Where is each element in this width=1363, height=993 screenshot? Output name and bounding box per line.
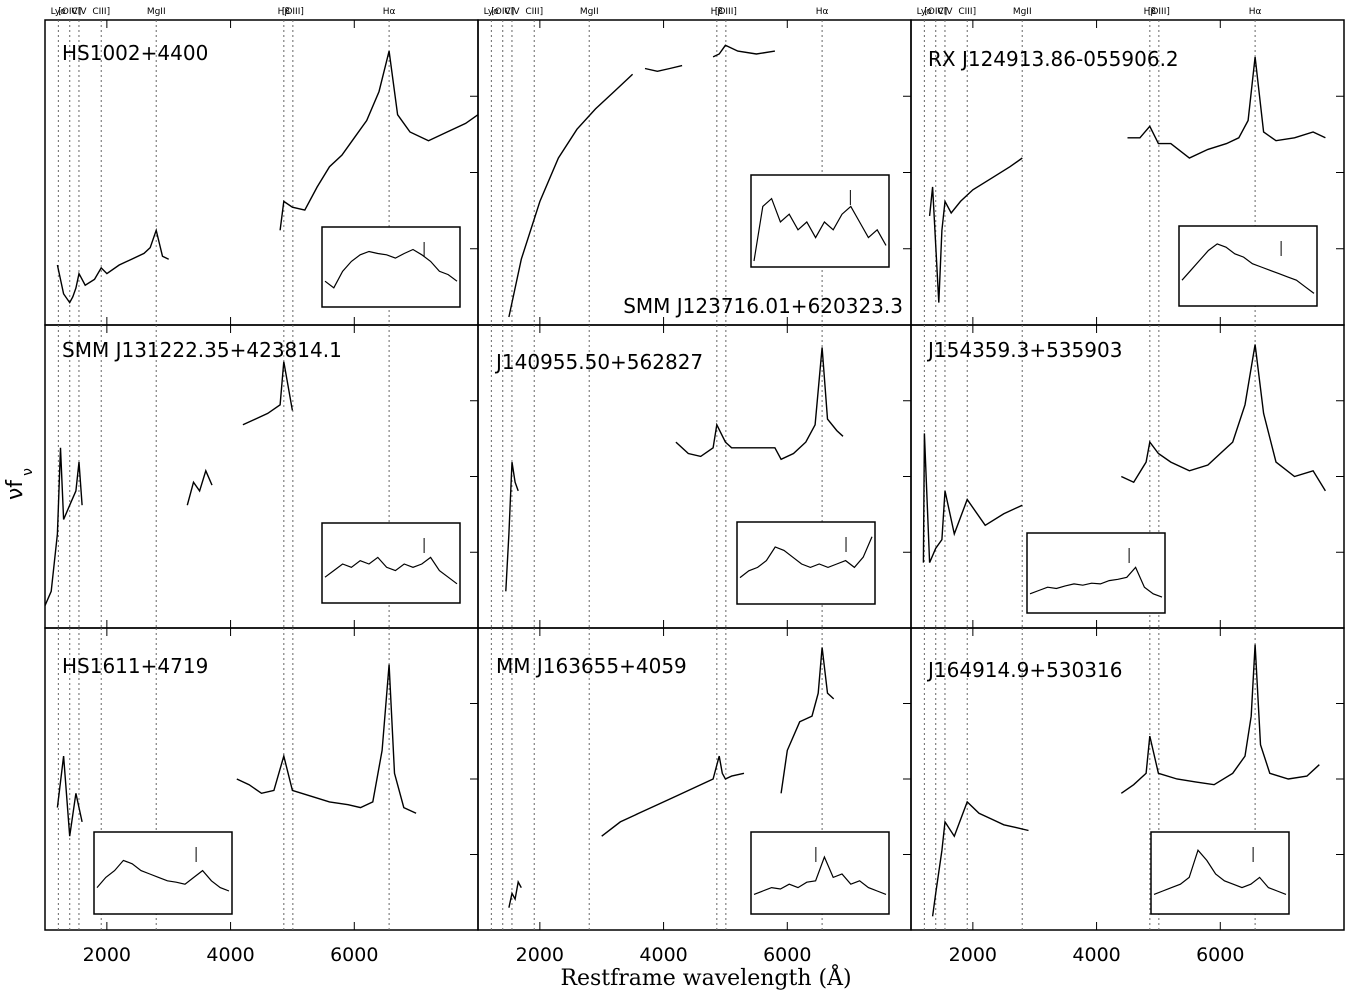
- panel-title: HS1002+4400: [62, 41, 208, 65]
- inset-spectrum: [324, 248, 458, 289]
- spectrum-line: [931, 800, 1029, 917]
- panel-title: RX J124913.86-055906.2: [928, 47, 1179, 71]
- spectrum-line: [44, 447, 83, 606]
- line-label: Hβ: [711, 7, 724, 17]
- line-label: Hβ: [1144, 7, 1157, 17]
- spectrum-line: [922, 433, 1023, 563]
- line-label: CIV: [71, 7, 87, 17]
- panel: MM J163655+4059: [477, 627, 912, 931]
- line-label: CIII]: [958, 7, 976, 17]
- line-label: CIV: [504, 7, 520, 17]
- line-label: Hα: [383, 7, 396, 17]
- panel-title: HS1611+4719: [62, 654, 208, 678]
- spectrum-line: [1121, 344, 1326, 492]
- x-tick-label: 4000: [1072, 944, 1120, 966]
- inset-frame: [1026, 532, 1166, 614]
- line-label: [OIV]: [58, 7, 81, 17]
- line-label: [OIII]: [715, 7, 737, 17]
- line-label: CIII]: [525, 7, 543, 17]
- x-tick-label: 2000: [83, 944, 131, 966]
- inset-spectrum: [753, 855, 887, 895]
- panel-frame: [477, 19, 912, 326]
- spectrum-line: [1127, 56, 1326, 159]
- panel: J154359.3+535903: [910, 324, 1345, 629]
- panel: J164914.9+530316: [910, 627, 1345, 931]
- inset-spectrum: [1153, 849, 1287, 895]
- spectrum-line: [508, 879, 522, 908]
- inset-frame: [1178, 225, 1318, 307]
- inset-frame: [321, 226, 461, 308]
- spectrum-line: [279, 50, 479, 231]
- inset-spectrum: [324, 556, 458, 585]
- line-label: [OIII]: [1148, 7, 1170, 17]
- panel-title: J164914.9+530316: [926, 658, 1122, 682]
- line-label: CIII]: [92, 7, 110, 17]
- spectrum-line: [505, 461, 519, 592]
- panel-grid: HS1002+4400 SMM J123716.01+620323.3 RX J12…: [44, 7, 1345, 966]
- inset-frame: [750, 831, 890, 915]
- spectrum-line: [236, 664, 417, 814]
- x-tick-label: 2000: [516, 944, 564, 966]
- panel-title: J140955.50+562827: [494, 350, 703, 374]
- line-label: MgII: [147, 7, 166, 17]
- spectrum-line: [601, 755, 745, 837]
- line-label: CIV: [937, 7, 953, 17]
- line-label: MgII: [1013, 7, 1032, 17]
- panel: HS1002+4400: [44, 19, 479, 326]
- y-axis-label: νf: [3, 479, 28, 500]
- panel-title: J154359.3+535903: [926, 338, 1122, 362]
- inset-spectrum: [739, 536, 873, 579]
- line-label: Lyα: [917, 7, 933, 17]
- line-label: Hα: [1249, 7, 1262, 17]
- inset-frame: [321, 522, 461, 604]
- line-label: Lyα: [484, 7, 500, 17]
- spectrum-line: [508, 73, 634, 318]
- spectrum-line: [780, 647, 835, 794]
- inset-spectrum: [96, 859, 230, 892]
- panel-title: SMM J123716.01+620323.3: [623, 294, 903, 318]
- x-tick-label: 6000: [1196, 944, 1244, 966]
- x-tick-label: 6000: [763, 944, 811, 966]
- inset-spectrum: [753, 197, 887, 262]
- line-label: Hβ: [278, 7, 291, 17]
- inset-frame: [93, 831, 233, 915]
- line-label: Lyα: [51, 7, 67, 17]
- line-label: Hα: [816, 7, 829, 17]
- line-label: [OIV]: [924, 7, 947, 17]
- line-label: [OIII]: [282, 7, 304, 17]
- y-axis-label-subscript: ν: [20, 468, 36, 476]
- inset-frame: [736, 521, 876, 605]
- panel-title: SMM J131222.35+423814.1: [62, 338, 342, 362]
- inset-frame: [1150, 831, 1290, 915]
- inset-spectrum: [1181, 243, 1315, 294]
- x-axis-label: Restframe wavelength (Å): [560, 963, 851, 991]
- spectrum-line: [928, 157, 1023, 303]
- spectrum-line: [675, 347, 844, 461]
- line-label: [OIV]: [491, 7, 514, 17]
- spectrum-line: [56, 227, 169, 304]
- spectrum-line: [186, 468, 213, 506]
- panel: J140955.50+562827: [477, 324, 912, 629]
- spectrum-line: [56, 756, 83, 837]
- x-tick-label: 6000: [330, 944, 378, 966]
- spectrum-line: [1120, 644, 1320, 794]
- line-label: MgII: [580, 7, 599, 17]
- spectrum-line: [242, 361, 294, 426]
- spectrum-line: [712, 44, 776, 58]
- panel: RX J124913.86-055906.2: [910, 19, 1345, 326]
- x-tick-label: 2000: [949, 944, 997, 966]
- inset-frame: [750, 174, 890, 268]
- panel: HS1611+4719: [44, 627, 479, 931]
- panel: SMM J123716.01+620323.3: [477, 19, 912, 326]
- x-tick-label: 4000: [206, 944, 254, 966]
- panel: SMM J131222.35+423814.1: [44, 324, 479, 629]
- panel-title: MM J163655+4059: [496, 654, 687, 678]
- x-tick-label: 4000: [639, 944, 687, 966]
- inset-spectrum: [1029, 566, 1163, 598]
- spectrum-line: [644, 64, 683, 73]
